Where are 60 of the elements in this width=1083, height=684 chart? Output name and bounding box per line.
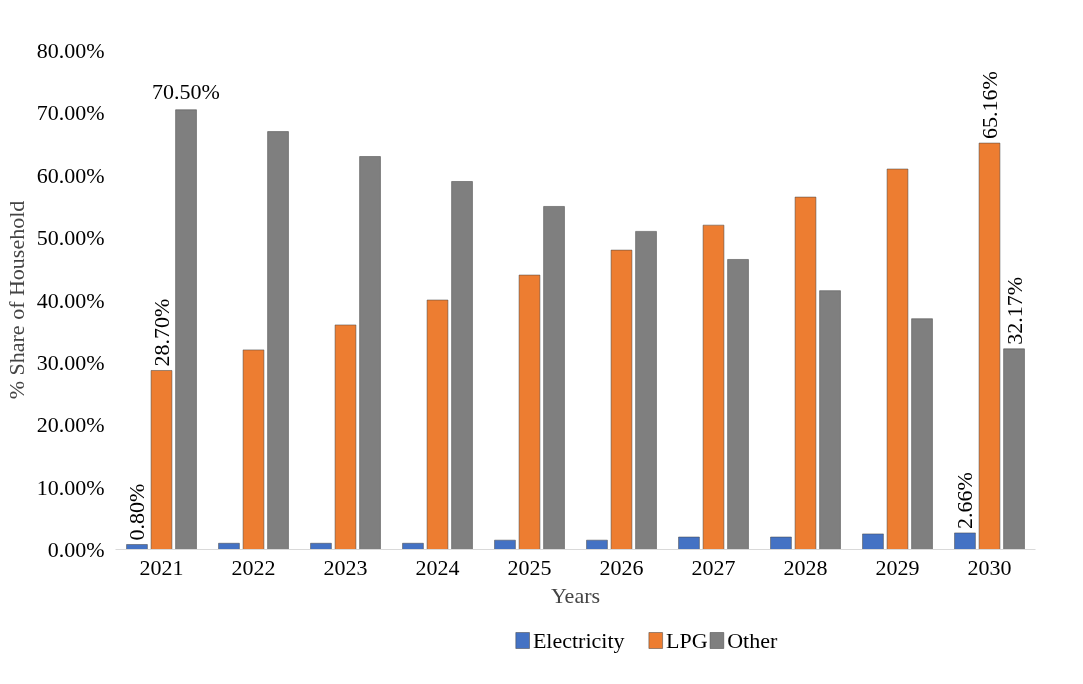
bar — [426, 299, 449, 550]
x-tick-label: 2028 — [783, 554, 828, 580]
bar — [494, 539, 516, 550]
y-tick-label: 0.00% — [47, 537, 105, 562]
bar — [359, 156, 381, 550]
bar — [310, 543, 332, 550]
y-tick-label: 10.00% — [36, 474, 105, 500]
data-label: 0.80% — [124, 483, 150, 541]
y-axis-title: % Share of Household — [3, 200, 29, 400]
x-tick-label: 2029 — [875, 554, 920, 580]
bar — [334, 324, 357, 550]
bar — [543, 206, 565, 550]
y-tick-label: 40.00% — [36, 287, 105, 313]
bar — [678, 536, 700, 550]
bar — [518, 274, 541, 550]
bar — [610, 249, 633, 550]
bar — [242, 349, 265, 550]
legend-label: LPG — [666, 628, 708, 653]
bar — [886, 168, 909, 550]
x-tick-label: 2030 — [967, 554, 1012, 580]
bar — [267, 131, 289, 550]
y-tick-label: 20.00% — [36, 412, 105, 438]
x-tick-label: 2021 — [139, 554, 184, 580]
bar — [126, 544, 148, 550]
bar — [702, 224, 725, 550]
bar — [586, 539, 608, 550]
bar — [727, 259, 749, 550]
bar — [635, 231, 657, 550]
bar — [794, 196, 817, 550]
bar — [451, 181, 473, 550]
x-tick-label: 2027 — [691, 554, 736, 580]
bar — [175, 109, 197, 550]
x-tick-label: 2026 — [599, 554, 644, 580]
bar — [978, 142, 1001, 550]
legend-label: Other — [727, 628, 778, 653]
y-tick-label: 80.00% — [36, 38, 105, 63]
bar — [150, 370, 173, 550]
y-tick-label: 60.00% — [36, 162, 105, 188]
x-tick-label: 2024 — [415, 554, 460, 580]
bar — [819, 290, 841, 550]
bar — [862, 533, 884, 550]
bar — [218, 543, 240, 550]
bar — [1003, 348, 1025, 550]
data-label: 70.50% — [152, 78, 220, 104]
y-tick-label: 50.00% — [36, 225, 105, 251]
x-tick-label: 2022 — [231, 554, 276, 580]
x-tick-label: 2025 — [507, 554, 552, 580]
data-label: 28.70% — [149, 298, 174, 367]
data-label: 32.17% — [1001, 277, 1027, 345]
x-tick-label: 2023 — [323, 554, 368, 580]
bar — [954, 532, 976, 550]
data-label: 65.16% — [977, 71, 1002, 140]
bar — [402, 543, 424, 550]
legend-label: Electricity — [532, 628, 625, 653]
x-axis-title: Years — [550, 582, 601, 608]
bar — [911, 318, 933, 550]
data-label: 2.66% — [952, 472, 978, 529]
y-tick-label: 30.00% — [36, 349, 105, 375]
bar — [770, 536, 792, 550]
y-tick-label: 70.00% — [36, 100, 105, 126]
